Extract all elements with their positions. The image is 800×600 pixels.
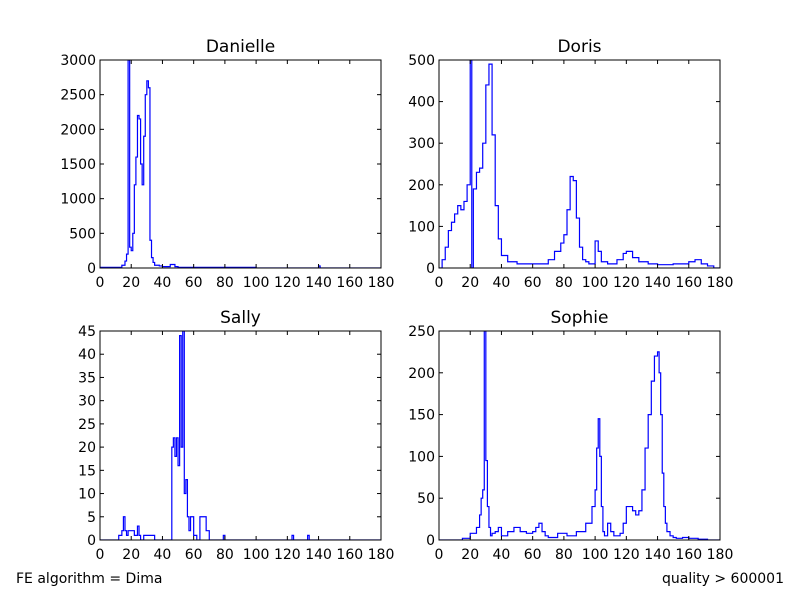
x-tick-label: 100 (243, 275, 270, 291)
x-tick-label: 120 (613, 547, 640, 563)
x-tick-label: 60 (524, 275, 542, 291)
x-tick-label: 20 (461, 547, 479, 563)
x-tick-label: 100 (582, 547, 609, 563)
y-tick-label: 30 (78, 394, 96, 410)
histogram-step-line-danielle (100, 60, 381, 268)
y-tick-label: 40 (78, 347, 96, 363)
y-tick-label: 200 (408, 366, 435, 382)
x-tick-label: 180 (368, 275, 395, 291)
x-tick-label: 80 (216, 275, 234, 291)
x-tick-label: 140 (305, 547, 332, 563)
x-tick-label: 140 (644, 275, 671, 291)
x-tick-label: 80 (555, 275, 573, 291)
x-tick-label: 180 (707, 275, 734, 291)
y-tick-label: 5 (87, 510, 96, 526)
y-tick-label: 0 (426, 533, 435, 549)
y-tick-label: 100 (408, 449, 435, 465)
y-tick-label: 500 (69, 226, 96, 242)
y-tick-label: 100 (408, 219, 435, 235)
y-tick-label: 400 (408, 95, 435, 111)
x-tick-label: 160 (336, 547, 363, 563)
chart-title-sally: Sally (220, 308, 261, 328)
y-tick-label: 150 (408, 408, 435, 424)
histogram-step-line-sophie (439, 331, 720, 540)
x-tick-label: 140 (644, 547, 671, 563)
axes-frame (438, 59, 721, 269)
y-tick-label: 1500 (60, 157, 96, 173)
panel-danielle: 0 20 40 60 80 100 120 140 160 180 0 500 1000 1500 2000… (60, 37, 394, 291)
y-tick-label: 1000 (60, 192, 96, 208)
y-tick-label: 0 (87, 261, 96, 277)
y-tick-label: 200 (408, 178, 435, 194)
chart-title-sophie: Sophie (551, 308, 609, 328)
x-tick-label: 40 (154, 547, 172, 563)
y-tick-label: 500 (408, 53, 435, 69)
y-tick-label: 15 (78, 463, 96, 479)
y-tick-label: 50 (417, 491, 435, 507)
x-tick-label: 100 (582, 275, 609, 291)
y-tick-label: 250 (408, 324, 435, 340)
x-tick-label: 100 (243, 547, 270, 563)
x-tick-label: 140 (305, 275, 332, 291)
chart-title-doris: Doris (557, 37, 601, 57)
panel-sally: 0 20 40 60 80 100 120 140 160 180 0 5 10 15 20 25 30 35 40… (78, 308, 394, 563)
x-tick-label: 40 (154, 275, 172, 291)
x-tick-label: 40 (493, 275, 511, 291)
x-tick-label: 40 (493, 547, 511, 563)
axes-frame (438, 330, 721, 541)
x-tick-label: 180 (368, 547, 395, 563)
x-tick-label: 60 (185, 547, 203, 563)
x-tick-label: 0 (96, 275, 105, 291)
x-tick-label: 60 (185, 275, 203, 291)
x-tick-label: 20 (122, 275, 140, 291)
y-tick-label: 35 (78, 370, 96, 386)
x-tick-label: 160 (675, 275, 702, 291)
chart-title-danielle: Danielle (206, 37, 275, 57)
x-tick-label: 20 (122, 547, 140, 563)
x-tick-label: 120 (274, 275, 301, 291)
y-tick-label: 45 (78, 324, 96, 340)
footer-right-label: quality > 600001 (662, 571, 784, 587)
x-tick-label: 180 (707, 547, 734, 563)
y-tick-label: 2500 (60, 88, 96, 104)
footer-left-label: FE algorithm = Dima (16, 571, 163, 587)
y-tick-label: 0 (87, 533, 96, 549)
x-tick-label: 160 (675, 547, 702, 563)
histogram-step-line-doris (439, 60, 720, 268)
x-tick-label: 0 (96, 547, 105, 563)
y-tick-label: 20 (78, 440, 96, 456)
x-tick-label: 0 (435, 547, 444, 563)
y-tick-label: 3000 (60, 53, 96, 69)
y-tick-label: 2000 (60, 122, 96, 138)
x-tick-label: 120 (613, 275, 640, 291)
y-tick-label: 25 (78, 417, 96, 433)
x-tick-label: 20 (461, 275, 479, 291)
y-tick-label: 10 (78, 487, 96, 503)
x-tick-label: 60 (524, 547, 542, 563)
panel-sophie: 0 20 40 60 80 100 120 140 160 180050100150200250S… (408, 308, 733, 563)
histogram-step-line-sally (100, 331, 381, 540)
y-tick-label: 300 (408, 136, 435, 152)
panel-doris: 0 20 40 60 80 100 120 140 160 1800100200300400500… (408, 37, 733, 291)
y-tick-label: 0 (426, 261, 435, 277)
x-tick-label: 80 (216, 547, 234, 563)
x-tick-label: 160 (336, 275, 363, 291)
x-tick-label: 0 (435, 275, 444, 291)
axes-frame (99, 330, 382, 541)
x-tick-label: 120 (274, 547, 301, 563)
x-tick-label: 80 (555, 547, 573, 563)
